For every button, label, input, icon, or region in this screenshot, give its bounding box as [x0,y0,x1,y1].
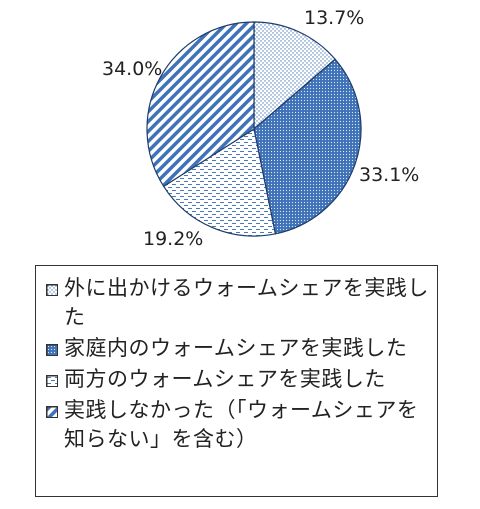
legend-item-home: 家庭内のウォームシェアを実践した [46,334,429,363]
pie-slice-2 [253,58,362,235]
slice-percent-label: 34.0% [102,58,162,80]
legend-swatch-diagonal-stripes [46,406,58,418]
legend-label: 家庭内のウォームシェアを実践した [64,336,408,360]
pie-slice-3 [162,128,277,237]
pie-chart: 13.7% 33.1% 19.2% 34.0% [102,7,419,250]
legend: 外に出かけるウォームシェアを実践した 家庭内のウォームシェアを実践した 両方のウ… [35,265,438,497]
legend-item-none: 実践しなかった（「ウォームシェアを知らない」を含む） [46,396,429,454]
slice-percent-label: 33.1% [359,164,419,186]
legend-swatch-dashes [46,375,58,387]
legend-item-outing: 外に出かけるウォームシェアを実践した [46,274,429,332]
slice-percent-label: 13.7% [304,7,364,29]
legend-swatch-dots [46,284,58,296]
legend-label: 外に出かけるウォームシェアを実践した [64,276,429,329]
pie-slice-4 [146,21,255,188]
legend-label: 両方のウォームシェアを実践した [64,367,386,391]
legend-label: 実践しなかった（「ウォームシェアを知らない」を含む） [64,398,419,451]
legend-swatch-dense-dots [46,344,58,356]
pie-slice-1 [253,21,336,131]
legend-item-both: 両方のウォームシェアを実践した [46,365,429,394]
slice-percent-label: 19.2% [143,228,203,250]
